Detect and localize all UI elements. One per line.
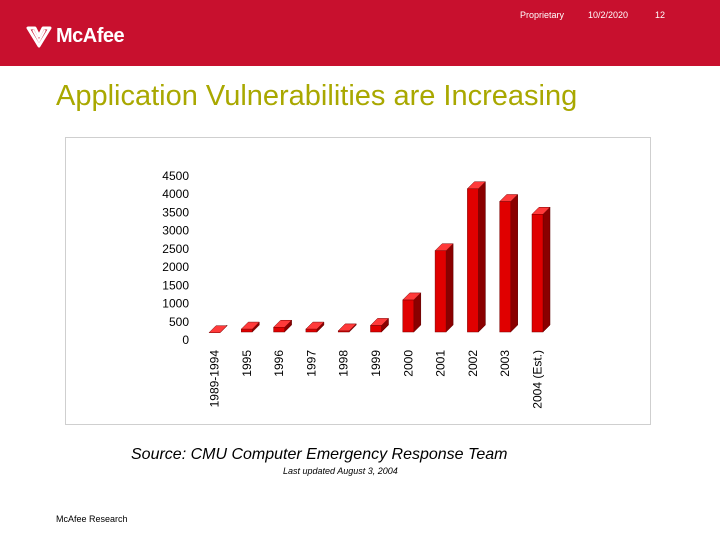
last-updated-note: Last updated August 3, 2004 xyxy=(283,466,398,476)
bar-top xyxy=(240,321,260,330)
bar xyxy=(241,328,253,333)
x-tick-label: 2004 (Est.) xyxy=(531,350,545,409)
bar-top xyxy=(272,319,293,328)
bar-top xyxy=(337,323,357,332)
y-tick-label: 4000 xyxy=(162,187,189,201)
y-tick-label: 2000 xyxy=(162,260,189,274)
bar xyxy=(370,325,382,333)
bar-top xyxy=(208,325,228,333)
mcafee-shield-icon xyxy=(26,26,52,48)
x-tick-label: 1989-1994 xyxy=(208,350,222,408)
bar-top xyxy=(369,318,390,326)
bar xyxy=(467,188,479,333)
x-tick-label: 1999 xyxy=(369,350,383,377)
date-label: 10/2/2020 xyxy=(588,10,629,20)
y-tick-label: 3500 xyxy=(162,205,189,219)
bar-side xyxy=(542,206,551,333)
bar-side xyxy=(510,193,518,333)
y-tick-label: 3000 xyxy=(162,224,189,238)
x-tick-label: 2002 xyxy=(466,350,480,377)
x-tick-label: 2001 xyxy=(434,350,448,377)
x-tick-label: 1995 xyxy=(240,350,254,377)
y-tick-label: 2500 xyxy=(162,242,189,256)
bar-chart: 0 500 1000 1500 2000 2500 3000 3500 4000 4500 1989… xyxy=(162,169,551,409)
bar xyxy=(273,326,285,333)
x-tick-label: 1997 xyxy=(304,350,318,377)
bar-top xyxy=(402,292,422,301)
bar-top xyxy=(499,194,519,202)
y-tick-label: 0 xyxy=(182,333,189,347)
bar-side xyxy=(478,181,486,333)
slide-title: Application Vulnerabilities are Increasi… xyxy=(56,80,578,112)
bar xyxy=(499,201,511,333)
source-caption: Source: CMU Computer Emergency Response … xyxy=(131,446,508,463)
bar-top xyxy=(466,181,487,190)
bar-side xyxy=(445,243,454,333)
proprietary-label: Proprietary xyxy=(520,10,565,20)
x-tick-label: 1996 xyxy=(272,350,286,377)
bar-top xyxy=(434,243,454,251)
mcafee-logo: McAfee xyxy=(26,22,125,50)
bar-top xyxy=(305,321,325,330)
x-tick-label: 2003 xyxy=(498,350,512,377)
bar xyxy=(402,299,415,333)
x-tick-label: 2000 xyxy=(401,350,415,377)
bar xyxy=(305,328,318,333)
y-tick-label: 1500 xyxy=(162,278,189,292)
footer-label: McAfee Research xyxy=(56,514,128,524)
y-tick-label: 4500 xyxy=(162,169,189,183)
y-tick-label: 500 xyxy=(169,315,189,329)
header-bar: McAfee Proprietary 10/2/2020 12 xyxy=(0,0,720,66)
x-tick-label: 1998 xyxy=(337,350,351,377)
chart-frame: 0 500 1000 1500 2000 2500 3000 3500 4000 4500 1989… xyxy=(65,137,651,425)
bar xyxy=(531,214,544,333)
bar-top xyxy=(531,207,551,215)
logo-text: McAfee xyxy=(56,24,125,47)
page-number: 12 xyxy=(655,10,666,20)
y-tick-label: 1000 xyxy=(162,297,189,311)
bar xyxy=(434,250,447,333)
